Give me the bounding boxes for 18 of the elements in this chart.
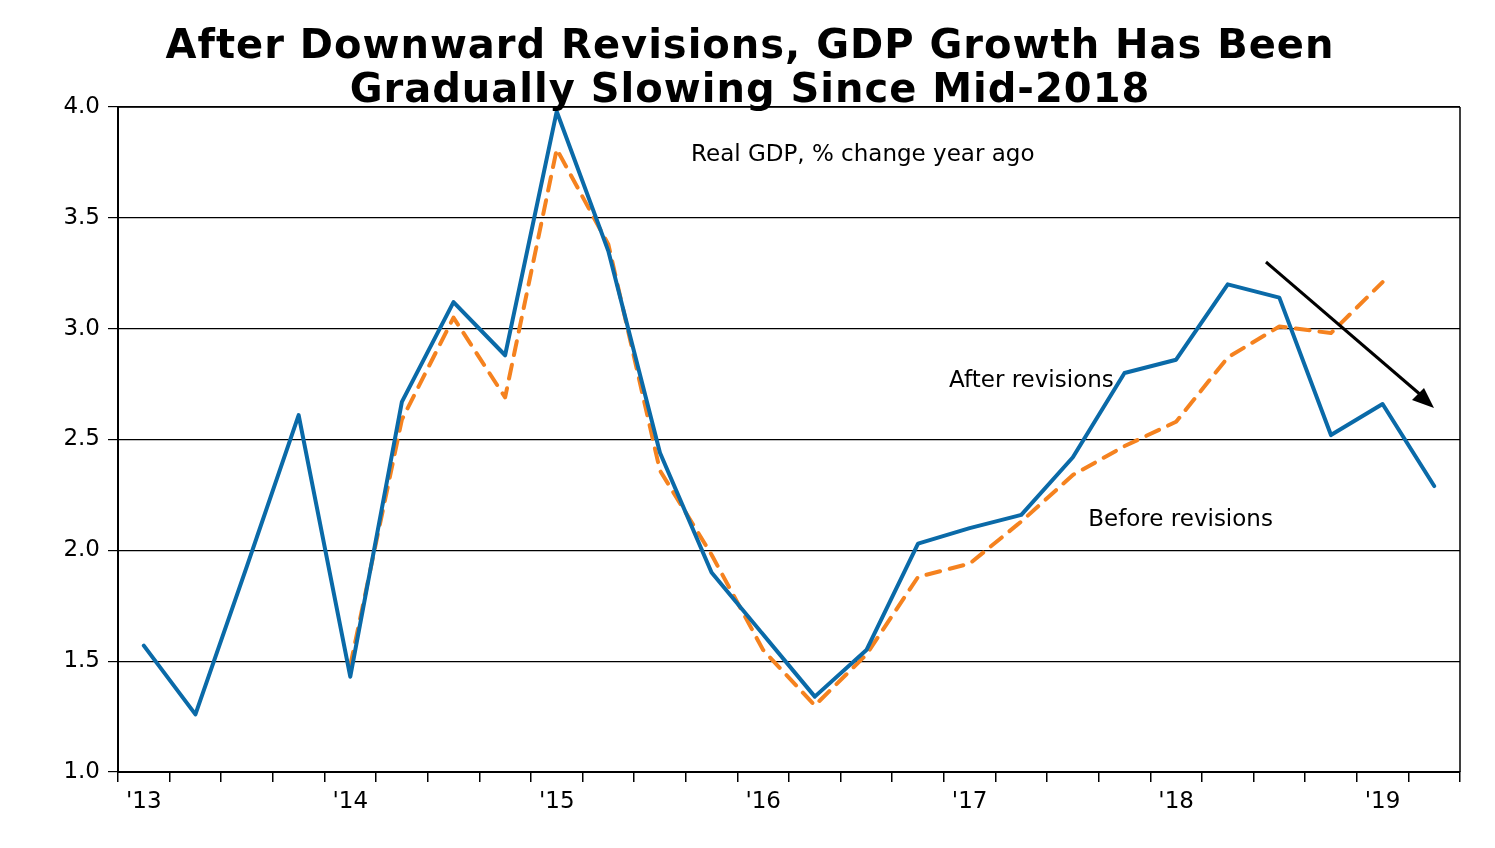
chart-title: After Downward Revisions, GDP Growth Has Been Gradually Slowing Since Mid-2018 [164,21,1336,111]
y-tick-label: 2.0 [63,535,100,562]
y-tick-label: 1.0 [63,756,100,783]
y-tick-label: 3.5 [63,202,100,229]
x-tick-label: '17 [951,786,988,813]
y-tick-label: 4.0 [63,91,100,118]
x-tick-label: '13 [126,786,162,813]
x-tick-label: '18 [1158,786,1194,813]
y-tick-label: 2.5 [63,424,100,451]
x-tick-label: '15 [538,786,575,813]
x-tick-label: '19 [1364,786,1401,813]
series-label: After revisions [949,365,1114,392]
text: Real GDP, % change year ago [691,139,1035,166]
x-tick-label: '16 [745,786,781,813]
x-tick-label: '14 [332,786,369,813]
y-tick-label: 3.0 [63,313,100,340]
series-label: Before revisions [1088,504,1273,531]
y-tick-label: 1.5 [63,646,100,673]
